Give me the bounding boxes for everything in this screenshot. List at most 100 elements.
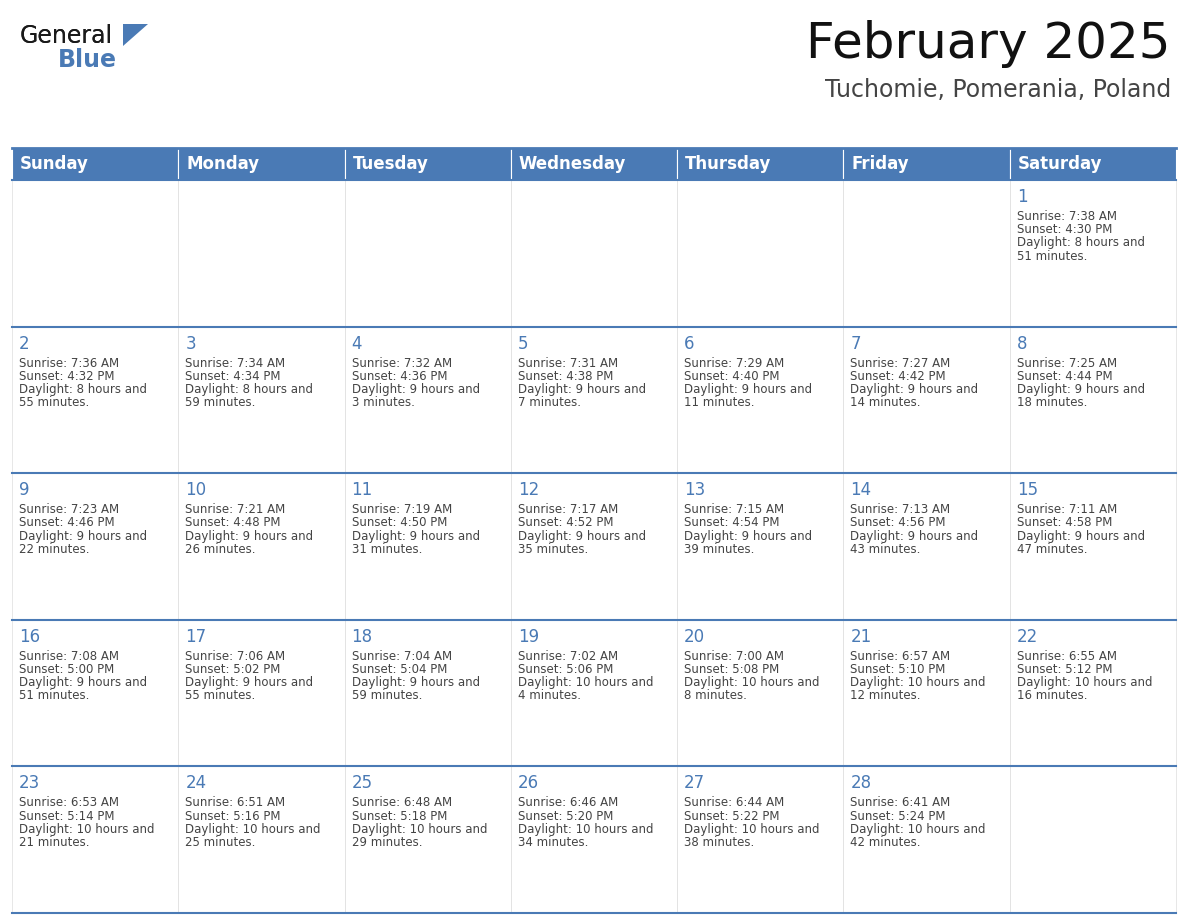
Text: 24: 24 [185, 775, 207, 792]
Text: Sunrise: 7:32 AM: Sunrise: 7:32 AM [352, 356, 451, 370]
Text: Daylight: 9 hours and: Daylight: 9 hours and [1017, 530, 1145, 543]
Text: Daylight: 10 hours and: Daylight: 10 hours and [185, 823, 321, 835]
Text: Sunset: 4:44 PM: Sunset: 4:44 PM [1017, 370, 1112, 383]
Text: Sunrise: 7:04 AM: Sunrise: 7:04 AM [352, 650, 451, 663]
Text: Sunrise: 7:00 AM: Sunrise: 7:00 AM [684, 650, 784, 663]
Text: Sunrise: 7:31 AM: Sunrise: 7:31 AM [518, 356, 618, 370]
Bar [677, 620, 843, 767]
Bar [843, 180, 1010, 327]
Text: 55 minutes.: 55 minutes. [185, 689, 255, 702]
Bar [1010, 180, 1176, 327]
Bar [511, 327, 677, 473]
Bar [511, 767, 677, 913]
Bar [12, 473, 178, 620]
Text: Sunrise: 6:41 AM: Sunrise: 6:41 AM [851, 797, 950, 810]
Text: 17: 17 [185, 628, 207, 645]
Bar [178, 148, 345, 180]
Text: Sunset: 4:42 PM: Sunset: 4:42 PM [851, 370, 946, 383]
Text: 29 minutes.: 29 minutes. [352, 836, 422, 849]
Text: 4 minutes.: 4 minutes. [518, 689, 581, 702]
Bar [511, 473, 677, 620]
Text: Daylight: 9 hours and: Daylight: 9 hours and [518, 530, 646, 543]
Text: 6: 6 [684, 334, 695, 353]
Text: 42 minutes.: 42 minutes. [851, 836, 921, 849]
Text: Sunset: 4:56 PM: Sunset: 4:56 PM [851, 516, 946, 530]
Text: 59 minutes.: 59 minutes. [185, 397, 255, 409]
Text: Daylight: 9 hours and: Daylight: 9 hours and [352, 383, 480, 396]
Text: Sunset: 5:06 PM: Sunset: 5:06 PM [518, 663, 613, 676]
Text: Sunset: 4:38 PM: Sunset: 4:38 PM [518, 370, 613, 383]
Text: 7: 7 [851, 334, 861, 353]
Text: 18 minutes.: 18 minutes. [1017, 397, 1087, 409]
Text: Tuchomie, Pomerania, Poland: Tuchomie, Pomerania, Poland [824, 78, 1171, 102]
Bar [178, 767, 345, 913]
Text: Daylight: 10 hours and: Daylight: 10 hours and [19, 823, 154, 835]
Text: Sunset: 5:00 PM: Sunset: 5:00 PM [19, 663, 114, 676]
Text: Sunset: 4:36 PM: Sunset: 4:36 PM [352, 370, 447, 383]
Text: Sunset: 5:18 PM: Sunset: 5:18 PM [352, 810, 447, 823]
Text: 47 minutes.: 47 minutes. [1017, 543, 1087, 555]
Text: 8: 8 [1017, 334, 1028, 353]
Bar [1010, 767, 1176, 913]
Text: Tuesday: Tuesday [353, 155, 429, 173]
Text: Daylight: 9 hours and: Daylight: 9 hours and [684, 530, 813, 543]
Text: 21: 21 [851, 628, 872, 645]
Text: Sunrise: 6:46 AM: Sunrise: 6:46 AM [518, 797, 618, 810]
Text: Daylight: 9 hours and: Daylight: 9 hours and [352, 530, 480, 543]
Bar [843, 473, 1010, 620]
Text: 2: 2 [19, 334, 30, 353]
Bar [345, 767, 511, 913]
Bar [511, 180, 677, 327]
Bar [677, 327, 843, 473]
Text: Sunrise: 7:25 AM: Sunrise: 7:25 AM [1017, 356, 1117, 370]
Text: 8 minutes.: 8 minutes. [684, 689, 747, 702]
Bar [1010, 620, 1176, 767]
Bar [345, 620, 511, 767]
Text: Sunrise: 6:48 AM: Sunrise: 6:48 AM [352, 797, 451, 810]
Text: Daylight: 9 hours and: Daylight: 9 hours and [518, 383, 646, 396]
Text: Sunset: 5:08 PM: Sunset: 5:08 PM [684, 663, 779, 676]
Text: 25: 25 [352, 775, 373, 792]
Bar [345, 148, 511, 180]
Bar [677, 473, 843, 620]
Bar [178, 327, 345, 473]
Text: Sunset: 4:54 PM: Sunset: 4:54 PM [684, 516, 779, 530]
Bar [178, 473, 345, 620]
Text: Sunset: 5:16 PM: Sunset: 5:16 PM [185, 810, 280, 823]
Bar [511, 148, 677, 180]
Text: Sunrise: 7:29 AM: Sunrise: 7:29 AM [684, 356, 784, 370]
Text: Daylight: 10 hours and: Daylight: 10 hours and [1017, 677, 1152, 689]
Text: Sunset: 4:52 PM: Sunset: 4:52 PM [518, 516, 613, 530]
Text: Daylight: 10 hours and: Daylight: 10 hours and [684, 677, 820, 689]
Text: Daylight: 9 hours and: Daylight: 9 hours and [185, 677, 314, 689]
Text: 4: 4 [352, 334, 362, 353]
Text: Thursday: Thursday [685, 155, 771, 173]
Text: Sunset: 4:32 PM: Sunset: 4:32 PM [19, 370, 114, 383]
Text: 28: 28 [851, 775, 872, 792]
Text: Daylight: 9 hours and: Daylight: 9 hours and [684, 383, 813, 396]
Text: 3 minutes.: 3 minutes. [352, 397, 415, 409]
Text: 26: 26 [518, 775, 539, 792]
Bar [843, 620, 1010, 767]
Text: 21 minutes.: 21 minutes. [19, 836, 89, 849]
Text: 11 minutes.: 11 minutes. [684, 397, 754, 409]
Text: 43 minutes.: 43 minutes. [851, 543, 921, 555]
Text: Sunrise: 7:34 AM: Sunrise: 7:34 AM [185, 356, 285, 370]
Text: 34 minutes.: 34 minutes. [518, 836, 588, 849]
Text: Sunset: 5:14 PM: Sunset: 5:14 PM [19, 810, 114, 823]
Text: Friday: Friday [852, 155, 909, 173]
Text: 14 minutes.: 14 minutes. [851, 397, 921, 409]
Text: Wednesday: Wednesday [519, 155, 626, 173]
Text: 16: 16 [19, 628, 40, 645]
Text: 10: 10 [185, 481, 207, 499]
Text: 20: 20 [684, 628, 706, 645]
Text: Sunrise: 6:44 AM: Sunrise: 6:44 AM [684, 797, 784, 810]
Text: Sunrise: 7:19 AM: Sunrise: 7:19 AM [352, 503, 451, 516]
Text: General: General [20, 24, 113, 48]
Text: Daylight: 9 hours and: Daylight: 9 hours and [851, 530, 979, 543]
Text: Sunrise: 6:53 AM: Sunrise: 6:53 AM [19, 797, 119, 810]
Bar [12, 767, 178, 913]
Bar [12, 620, 178, 767]
Bar [1010, 148, 1176, 180]
Text: 16 minutes.: 16 minutes. [1017, 689, 1087, 702]
